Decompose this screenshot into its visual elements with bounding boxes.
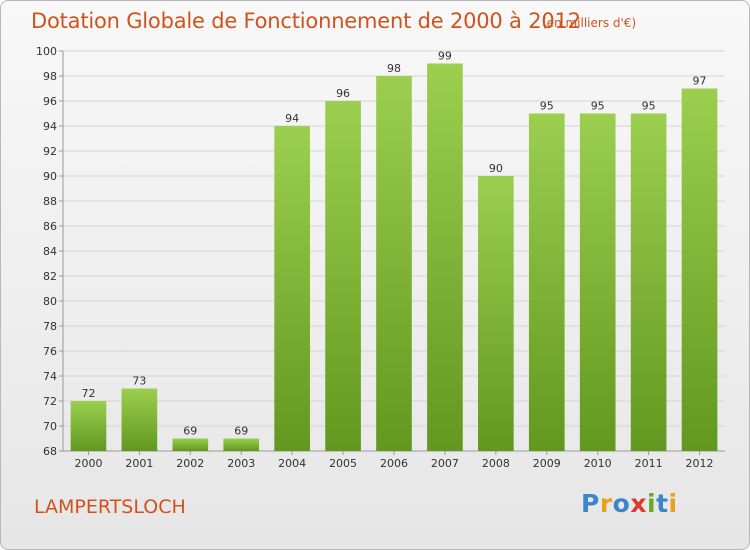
bar [630, 113, 667, 451]
x-tick-label: 2011 [635, 457, 663, 470]
y-tick-label: 86 [43, 220, 57, 233]
y-tick-label: 98 [43, 70, 57, 83]
logo-letter: o [612, 489, 631, 518]
bar-value-label: 96 [336, 87, 350, 100]
bar [528, 113, 565, 451]
bars [70, 63, 718, 451]
bar [325, 101, 361, 451]
bar [478, 176, 514, 451]
bar-value-label: 95 [540, 100, 554, 113]
y-tick-label: 82 [43, 270, 57, 283]
bar-value-label: 90 [489, 162, 503, 175]
labels: 68 70 72 74 76 78 80 82 84 86 88 90 92 94 96 98 100 72 200… [36, 45, 714, 470]
bar [223, 438, 260, 451]
x-tick-label: 2012 [686, 457, 714, 470]
y-tick-label: 88 [43, 195, 57, 208]
x-tick-label: 2004 [278, 457, 306, 470]
y-tick-label: 70 [43, 420, 57, 433]
y-tick-label: 68 [43, 445, 57, 458]
x-tick-label: 2005 [329, 457, 357, 470]
bar-value-label: 72 [81, 387, 95, 400]
commune-name: LAMPERTSLOCH [34, 496, 186, 518]
bar [172, 438, 209, 451]
y-tick-label: 76 [43, 345, 57, 358]
bar-value-label: 73 [132, 375, 146, 388]
chart-subtitle: (en milliers d'€) [542, 16, 637, 30]
x-tick-label: 2001 [125, 457, 153, 470]
bar-value-label: 97 [693, 75, 707, 88]
y-tick-label: 78 [43, 320, 57, 333]
x-tick-label: 2000 [74, 457, 102, 470]
bar [274, 126, 310, 451]
bar [681, 88, 718, 451]
bar [70, 401, 107, 451]
x-tick-label: 2002 [176, 457, 204, 470]
proxiti-logo: Proxiti [581, 489, 678, 518]
logo-letter: t [656, 489, 669, 518]
x-tick-label: 2006 [380, 457, 408, 470]
bar-value-label: 69 [234, 425, 248, 438]
logo-letter: i [647, 489, 657, 518]
y-tick-label: 100 [36, 45, 57, 58]
bar [376, 76, 412, 451]
logo-letter: x [630, 489, 647, 518]
bar-value-label: 99 [438, 50, 452, 63]
bar-value-label: 94 [285, 112, 299, 125]
chart-title: Dotation Globale de Fonctionnement de 20… [31, 9, 581, 33]
y-tick-label: 92 [43, 145, 57, 158]
bar-value-label: 69 [183, 425, 197, 438]
x-tick-label: 2008 [482, 457, 510, 470]
bar [121, 388, 158, 451]
bar-value-label: 95 [591, 100, 605, 113]
x-tick-label: 2010 [584, 457, 612, 470]
y-tick-label: 72 [43, 395, 57, 408]
x-tick-label: 2009 [533, 457, 561, 470]
x-tick-label: 2003 [227, 457, 255, 470]
y-tick-label: 80 [43, 295, 57, 308]
bar [579, 113, 616, 451]
logo-letter: i [668, 489, 678, 518]
bar-value-label: 98 [387, 62, 401, 75]
logo-letter: P [581, 489, 600, 518]
y-tick-label: 94 [43, 120, 57, 133]
logo-letter: r [599, 489, 613, 518]
y-tick-label: 84 [43, 245, 57, 258]
y-tick-label: 96 [43, 95, 57, 108]
x-tick-label: 2007 [431, 457, 459, 470]
bar [427, 63, 463, 451]
bar-value-label: 95 [642, 100, 656, 113]
y-tick-label: 90 [43, 170, 57, 183]
y-tick-label: 74 [43, 370, 57, 383]
